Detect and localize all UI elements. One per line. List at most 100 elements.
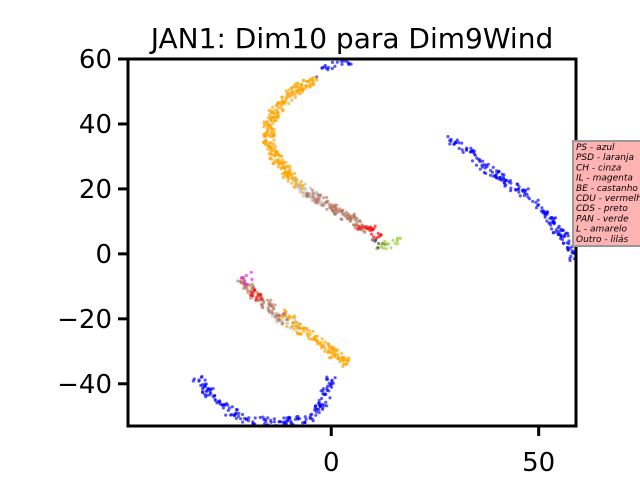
data-point (325, 195, 329, 199)
data-point (353, 226, 357, 230)
data-point (332, 209, 336, 214)
data-point (272, 142, 276, 146)
data-point (376, 231, 380, 235)
legend-box (572, 140, 640, 247)
data-point (288, 95, 292, 99)
data-point (577, 261, 580, 264)
data-point (325, 404, 329, 408)
data-point (303, 421, 307, 425)
data-point (272, 306, 276, 311)
data-point (330, 203, 334, 207)
data-point (304, 417, 308, 421)
data-point (389, 246, 393, 250)
data-point (293, 82, 298, 86)
data-point (284, 321, 288, 325)
data-point (311, 191, 315, 195)
data-point (302, 191, 306, 195)
data-point (248, 283, 252, 287)
data-point (303, 186, 307, 191)
data-point (266, 122, 270, 126)
data-point (514, 188, 518, 192)
data-point (319, 403, 323, 407)
data-point (554, 230, 559, 234)
data-point (371, 238, 375, 242)
data-point (293, 95, 297, 100)
data-point (340, 208, 344, 212)
data-point (320, 346, 324, 350)
data-point (290, 181, 294, 185)
data-point (291, 178, 295, 182)
data-point (531, 199, 535, 203)
data-point (344, 59, 349, 64)
data-point (290, 172, 294, 176)
data-point (319, 340, 323, 345)
data-point (242, 279, 247, 283)
data-point (557, 230, 561, 234)
data-point (234, 416, 238, 420)
data-point (296, 414, 300, 419)
data-point (337, 207, 342, 211)
data-point (259, 295, 263, 299)
data-point (287, 88, 291, 92)
data-point (339, 358, 343, 362)
data-point (270, 147, 274, 151)
data-point (457, 146, 461, 150)
data-point (260, 302, 264, 306)
data-point (308, 332, 312, 336)
data-point (303, 182, 307, 186)
data-point (353, 215, 357, 220)
data-point (214, 399, 218, 403)
data-point (322, 393, 326, 397)
data-point (330, 60, 335, 64)
data-point (253, 288, 257, 292)
y-tick-label: 60 (79, 45, 112, 75)
data-point (282, 100, 286, 104)
data-point (206, 386, 210, 391)
data-point (273, 108, 277, 112)
data-point (500, 178, 504, 182)
data-point (310, 412, 314, 416)
data-point (560, 237, 565, 242)
data-point (489, 168, 493, 172)
data-point (236, 414, 241, 418)
data-point (321, 387, 325, 391)
data-point (326, 351, 330, 355)
data-point (264, 143, 268, 147)
data-point (508, 179, 512, 183)
data-point (281, 160, 285, 164)
data-point (536, 203, 540, 207)
data-point (274, 104, 278, 108)
data-point (566, 234, 570, 238)
data-point (191, 379, 195, 383)
data-point (325, 388, 329, 392)
data-point (284, 421, 288, 425)
data-point (310, 188, 314, 192)
data-point (272, 420, 276, 424)
data-point (317, 401, 321, 405)
data-point (340, 351, 344, 355)
data-point (566, 231, 570, 235)
data-point (327, 65, 331, 70)
data-point (360, 225, 364, 229)
data-point (398, 236, 403, 240)
data-point (496, 170, 501, 174)
data-point (281, 176, 285, 180)
data-point (352, 223, 356, 227)
data-point (281, 312, 285, 316)
data-point (224, 413, 228, 417)
data-point (448, 142, 452, 146)
data-point (287, 170, 291, 174)
data-point (319, 193, 323, 197)
data-point (278, 420, 282, 424)
data-point (305, 79, 309, 84)
data-point (197, 378, 201, 382)
data-point (563, 234, 567, 238)
data-point (280, 154, 284, 158)
data-point (280, 158, 284, 162)
data-point (262, 140, 266, 144)
data-point (273, 154, 277, 158)
data-point (325, 207, 329, 211)
data-point (269, 119, 273, 123)
data-point (314, 201, 319, 205)
data-point (298, 186, 302, 190)
